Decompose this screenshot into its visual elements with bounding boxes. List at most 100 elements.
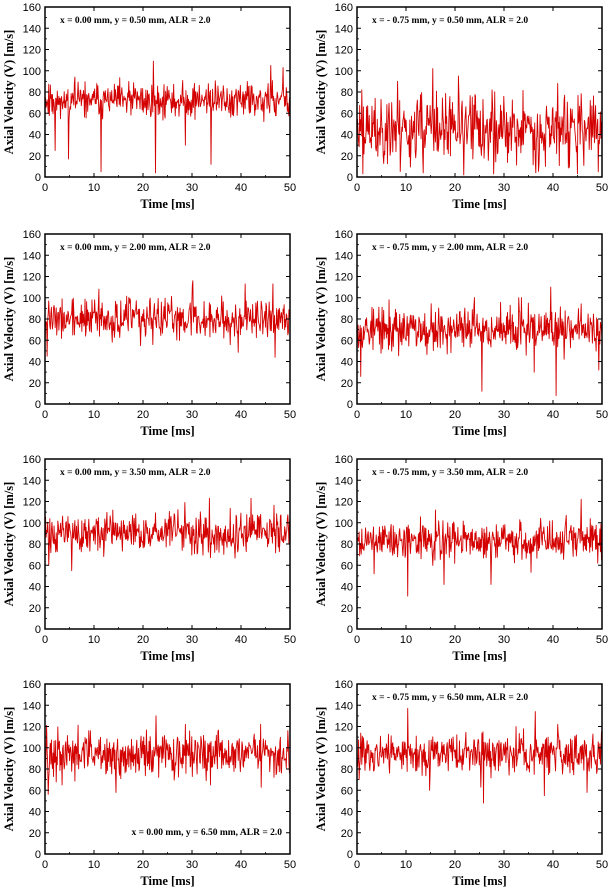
plot-frame <box>356 6 603 178</box>
x-tick-label: 20 <box>137 634 149 646</box>
chart-panel-p7: 0 20 40 60 80 100 120 140 160 0 10 20 30 40 50 Time [ms… <box>2 679 296 888</box>
y-tick-label: 0 <box>347 849 353 861</box>
x-tick-label: 10 <box>400 859 412 871</box>
x-tick-label: 0 <box>42 182 48 194</box>
x-tick-label: 10 <box>400 409 412 421</box>
y-axis-title: Axial Velocity (V) [m/s] <box>314 257 328 382</box>
y-tick-label: 20 <box>29 828 41 840</box>
y-tick-label: 100 <box>23 293 41 305</box>
y-tick-label: 140 <box>23 475 41 487</box>
y-tick-label: 60 <box>341 560 353 572</box>
x-axis-title: Time [ms] <box>140 197 194 211</box>
chart-panel-p6: 0 20 40 60 80 100 120 140 160 0 10 20 30 40 50 Time [ms… <box>314 454 608 663</box>
x-tick-label: 30 <box>498 182 510 194</box>
y-tick-label: 80 <box>29 539 41 551</box>
x-tick-label: 30 <box>186 634 198 646</box>
y-tick-label: 20 <box>29 378 41 390</box>
chart-panel-p3: 0 20 40 60 80 100 120 140 160 0 10 20 30 40 50 Time [ms… <box>2 229 296 438</box>
x-tick-label: 40 <box>235 859 247 871</box>
panel-annotation: x = - 0.75 mm, y = 6.50 mm, ALR = 2.0 <box>372 693 528 703</box>
y-tick-label: 20 <box>341 603 353 615</box>
chart-panel-p8: 0 20 40 60 80 100 120 140 160 0 10 20 30 40 50 Time [ms… <box>314 679 608 888</box>
y-tick-label: 120 <box>335 45 353 57</box>
y-tick-label: 40 <box>29 130 41 142</box>
x-tick-label: 30 <box>498 409 510 421</box>
y-tick-label: 20 <box>29 151 41 163</box>
x-tick-label: 50 <box>596 182 608 194</box>
x-tick-label: 40 <box>547 182 559 194</box>
y-tick-label: 140 <box>335 475 353 487</box>
y-tick-label: 140 <box>335 23 353 35</box>
y-tick-label: 160 <box>23 454 41 466</box>
y-tick-label: 80 <box>29 314 41 326</box>
y-tick-label: 60 <box>29 335 41 347</box>
x-tick-label: 30 <box>498 859 510 871</box>
series-line-p7 <box>44 715 291 795</box>
x-tick-label: 10 <box>400 634 412 646</box>
y-tick-label: 80 <box>341 87 353 99</box>
x-tick-label: 20 <box>137 409 149 421</box>
x-tick-label: 50 <box>596 859 608 871</box>
y-tick-label: 0 <box>35 624 41 636</box>
y-tick-label: 100 <box>335 518 353 530</box>
y-tick-label: 40 <box>341 357 353 369</box>
y-tick-label: 160 <box>23 679 41 691</box>
series-line-p2 <box>356 68 603 176</box>
x-tick-label: 10 <box>88 634 100 646</box>
panel-annotation: x = 0.00 mm, y = 2.00 mm, ALR = 2.0 <box>60 243 211 253</box>
x-tick-label: 20 <box>449 634 461 646</box>
x-tick-label: 20 <box>449 859 461 871</box>
x-tick-label: 30 <box>186 859 198 871</box>
x-tick-label: 40 <box>235 182 247 194</box>
x-tick-label: 10 <box>88 409 100 421</box>
y-tick-label: 60 <box>29 108 41 120</box>
y-tick-label: 100 <box>335 66 353 78</box>
y-tick-label: 0 <box>35 172 41 184</box>
x-tick-label: 50 <box>596 634 608 646</box>
y-tick-label: 140 <box>23 700 41 712</box>
y-tick-label: 160 <box>335 229 353 241</box>
x-tick-label: 20 <box>449 182 461 194</box>
panel-annotation: x = 0.00 mm, y = 3.50 mm, ALR = 2.0 <box>60 468 211 478</box>
x-tick-label: 30 <box>186 182 198 194</box>
y-tick-label: 40 <box>341 130 353 142</box>
series-line-p6 <box>356 498 603 597</box>
y-tick-label: 120 <box>335 722 353 734</box>
y-tick-label: 160 <box>335 454 353 466</box>
x-axis-title: Time [ms] <box>140 424 194 438</box>
y-tick-label: 0 <box>347 172 353 184</box>
y-tick-label: 20 <box>29 603 41 615</box>
x-tick-label: 40 <box>547 634 559 646</box>
y-tick-label: 120 <box>23 45 41 57</box>
y-tick-label: 160 <box>335 679 353 691</box>
y-tick-label: 120 <box>335 272 353 284</box>
x-tick-label: 0 <box>354 409 360 421</box>
series-line-p1 <box>44 60 291 174</box>
y-tick-label: 20 <box>341 378 353 390</box>
x-tick-label: 0 <box>42 859 48 871</box>
x-tick-label: 20 <box>137 182 149 194</box>
y-tick-label: 0 <box>347 399 353 411</box>
y-tick-label: 100 <box>335 743 353 755</box>
y-tick-label: 160 <box>335 2 353 14</box>
y-axis-title: Axial Velocity (V) [m/s] <box>314 30 328 155</box>
y-tick-label: 160 <box>23 2 41 14</box>
chart-panel-p5: 0 20 40 60 80 100 120 140 160 0 10 20 30 40 50 Time [ms… <box>2 454 296 663</box>
x-tick-label: 20 <box>449 409 461 421</box>
x-axis-title: Time [ms] <box>452 874 506 888</box>
y-tick-label: 80 <box>341 764 353 776</box>
y-tick-label: 120 <box>23 497 41 509</box>
x-tick-label: 0 <box>42 634 48 646</box>
series-line-p8 <box>356 707 603 804</box>
x-tick-label: 40 <box>235 409 247 421</box>
x-tick-label: 50 <box>284 182 296 194</box>
panel-annotation: x = - 0.75 mm, y = 3.50 mm, ALR = 2.0 <box>372 468 528 478</box>
panel-annotation: x = 0.00 mm, y = 0.50 mm, ALR = 2.0 <box>60 16 211 26</box>
x-tick-label: 50 <box>284 859 296 871</box>
y-tick-label: 0 <box>35 849 41 861</box>
y-tick-label: 100 <box>23 518 41 530</box>
y-tick-label: 20 <box>341 151 353 163</box>
y-tick-label: 0 <box>347 624 353 636</box>
x-tick-label: 40 <box>547 409 559 421</box>
